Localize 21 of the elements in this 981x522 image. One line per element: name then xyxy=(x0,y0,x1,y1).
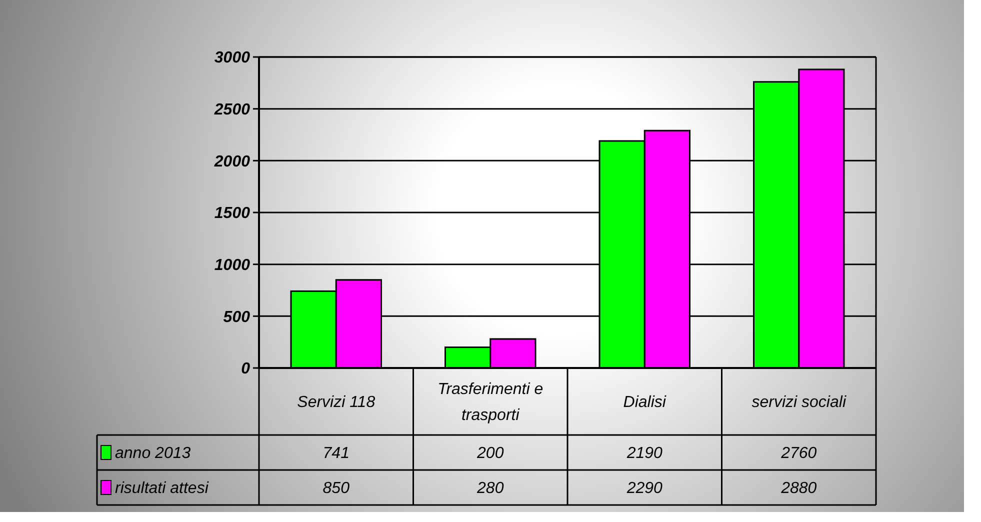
y-tick-label: 0 xyxy=(241,360,250,378)
data-label: 200 xyxy=(476,445,504,462)
data-label: 2290 xyxy=(626,480,663,498)
data-label: 2190 xyxy=(626,445,663,462)
y-tick-label: 1500 xyxy=(214,205,250,222)
data-label: 2880 xyxy=(780,480,817,498)
data-label: 280 xyxy=(476,480,504,498)
x-tick-label: Servizi 118 xyxy=(297,394,376,412)
legend-label: risultati attesi xyxy=(115,480,209,498)
y-tick-label: 3000 xyxy=(214,50,250,67)
y-tick-label: 500 xyxy=(223,308,250,326)
x-tick-label: servizi sociali xyxy=(752,394,846,412)
data-label: 850 xyxy=(322,480,350,498)
y-tick-label: 2000 xyxy=(213,153,250,170)
data-label: 741 xyxy=(322,445,350,462)
legend-label: anno 2013 xyxy=(115,445,191,462)
y-tick-label: 1000 xyxy=(214,256,250,274)
data-label: 2760 xyxy=(780,445,817,462)
x-tick-label: Dialisi xyxy=(623,394,666,412)
y-tick-label: 2500 xyxy=(213,101,250,118)
x-tick-label: Trasferimenti e trasporti xyxy=(438,381,544,424)
